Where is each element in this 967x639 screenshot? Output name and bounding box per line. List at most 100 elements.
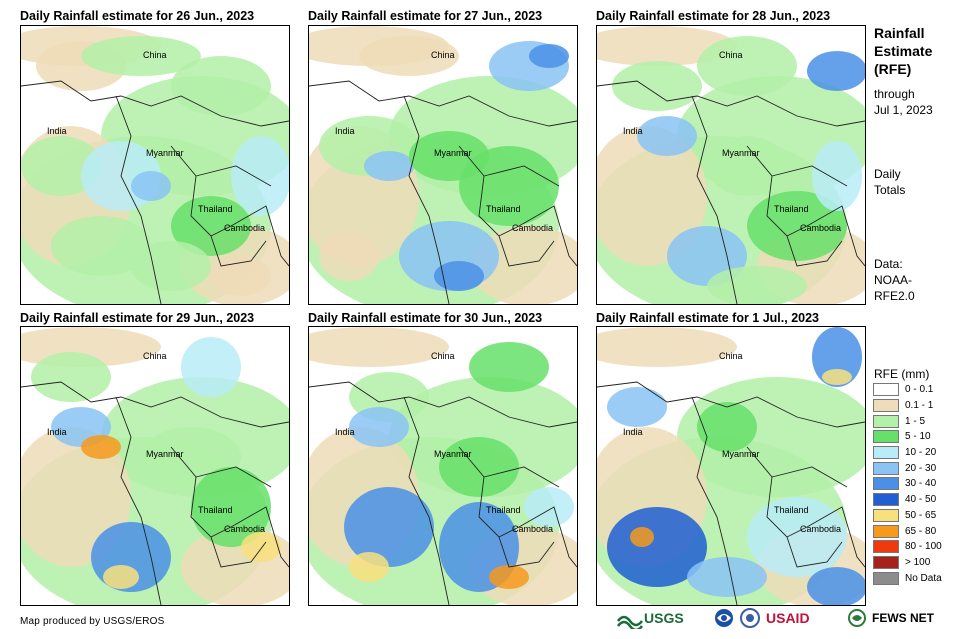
rainfall-area [31, 352, 111, 402]
label-thailand: Thailand [486, 505, 521, 515]
label-india: India [623, 427, 643, 437]
panel-title-2: Daily Rainfall estimate for 27 Jun., 202… [308, 9, 543, 23]
legend-row: 20 - 30 [873, 460, 942, 476]
country-border [597, 80, 865, 127]
rainfall-area [131, 241, 211, 291]
label-china: China [719, 50, 743, 60]
rainfall-area [344, 487, 434, 567]
legend: 0 - 0.1 0.1 - 1 1 - 5 5 - 10 10 - 20 20 - 30 3… [873, 382, 942, 586]
usaid-logo-text: USAID [766, 610, 810, 626]
panel-title-1: Daily Rainfall estimate for 26 Jun., 202… [20, 9, 255, 23]
rainfall-area [812, 141, 862, 211]
rainfall-area [812, 327, 862, 387]
label-myanmar: Myanmar [146, 449, 184, 459]
country-border [195, 466, 272, 488]
rainfall-map-4 [21, 327, 289, 605]
country-border [746, 446, 865, 568]
legend-label: 1 - 5 [905, 415, 926, 427]
country-border [210, 235, 267, 267]
country-border [483, 466, 560, 488]
rainfall-area [81, 435, 121, 459]
legend-label: 5 - 10 [905, 431, 931, 443]
legend-row: 50 - 65 [873, 508, 942, 524]
legend-label: 80 - 100 [905, 541, 942, 553]
rainfall-area [707, 266, 807, 304]
rainfall-area [529, 44, 569, 68]
country-border [458, 446, 577, 568]
map-panel-3: China India Myanmar Thailand Cambodia [596, 25, 866, 305]
sidebar-title: Rainfall Estimate (RFE) [874, 24, 932, 78]
legend-row: 80 - 100 [873, 539, 942, 555]
legend-swatch [873, 540, 899, 554]
legend-row: 40 - 50 [873, 492, 942, 508]
rainfall-area [389, 377, 577, 497]
rainfall-area [81, 36, 201, 76]
legend-row: > 100 [873, 555, 942, 571]
legend-label: 0.1 - 1 [905, 400, 934, 412]
legend-row: 30 - 40 [873, 476, 942, 492]
legend-swatch [873, 414, 899, 428]
rainfall-area [637, 116, 697, 156]
rainfall-area [524, 487, 574, 527]
country-border [597, 381, 865, 428]
country-border [771, 165, 848, 187]
rainfall-area [319, 231, 379, 281]
legend-swatch [873, 446, 899, 460]
country-border [786, 536, 843, 568]
rainfall-area [171, 56, 271, 116]
rainfall-area [607, 387, 667, 427]
data-line3: RFE2.0 [874, 289, 915, 303]
country-border [403, 95, 450, 304]
panel-title-6: Daily Rainfall estimate for 1 Jul., 2023 [596, 311, 820, 325]
legend-swatch [873, 555, 899, 569]
legend-label: 20 - 30 [905, 462, 937, 474]
usgs-logo: USGS [617, 610, 684, 629]
commerce-seal-icon [740, 608, 760, 628]
legend-swatch [873, 571, 899, 585]
legend-row: 1 - 5 [873, 413, 942, 429]
label-india: India [335, 427, 355, 437]
legend-label: 40 - 50 [905, 494, 937, 506]
panel-title-5: Daily Rainfall estimate for 30 Jun., 202… [308, 311, 543, 325]
country-border [115, 95, 162, 304]
rainfall-area [241, 532, 281, 562]
country-border [21, 80, 289, 127]
rainfall-area [807, 51, 865, 91]
legend-swatch [873, 461, 899, 475]
rainfall-area [697, 402, 757, 452]
label-india: India [335, 126, 355, 136]
daily-line2: Totals [874, 183, 906, 197]
label-cambodia: Cambodia [224, 524, 266, 534]
label-thailand: Thailand [486, 204, 521, 214]
rainfall-area [349, 407, 409, 447]
label-cambodia: Cambodia [800, 524, 842, 534]
fews-net-logo-text: FEWS NET [872, 611, 934, 625]
data-line2: NOAA- [874, 273, 913, 287]
label-myanmar: Myanmar [146, 148, 184, 158]
rainfall-area [822, 369, 852, 385]
label-thailand: Thailand [774, 204, 809, 214]
rainfall-area [171, 196, 251, 256]
usgs-logo-text: USGS [644, 610, 684, 626]
rainfall-area [747, 191, 847, 261]
rainfall-map-2 [309, 26, 577, 304]
label-india: India [47, 126, 67, 136]
label-thailand: Thailand [774, 505, 809, 515]
label-china: China [143, 351, 167, 361]
noaa-logo-icon [715, 609, 733, 627]
map-panel-2: China India Myanmar Thailand Cambodia [308, 25, 578, 305]
legend-label: 10 - 20 [905, 447, 937, 459]
rainfall-map-5 [309, 327, 577, 605]
label-china: China [431, 351, 455, 361]
legend-row: 65 - 80 [873, 523, 942, 539]
rainfall-area [103, 565, 139, 589]
rainfall-area [21, 136, 101, 196]
legend-label: 30 - 40 [905, 478, 937, 490]
sidebar-through: through Jul 1, 2023 [874, 86, 933, 118]
label-india: India [47, 427, 67, 437]
data-line1: Data: [874, 257, 903, 271]
panel-title-3: Daily Rainfall estimate for 28 Jun., 202… [596, 9, 831, 23]
rainfall-area [191, 467, 271, 547]
label-myanmar: Myanmar [434, 449, 472, 459]
rainfall-area [697, 36, 797, 96]
